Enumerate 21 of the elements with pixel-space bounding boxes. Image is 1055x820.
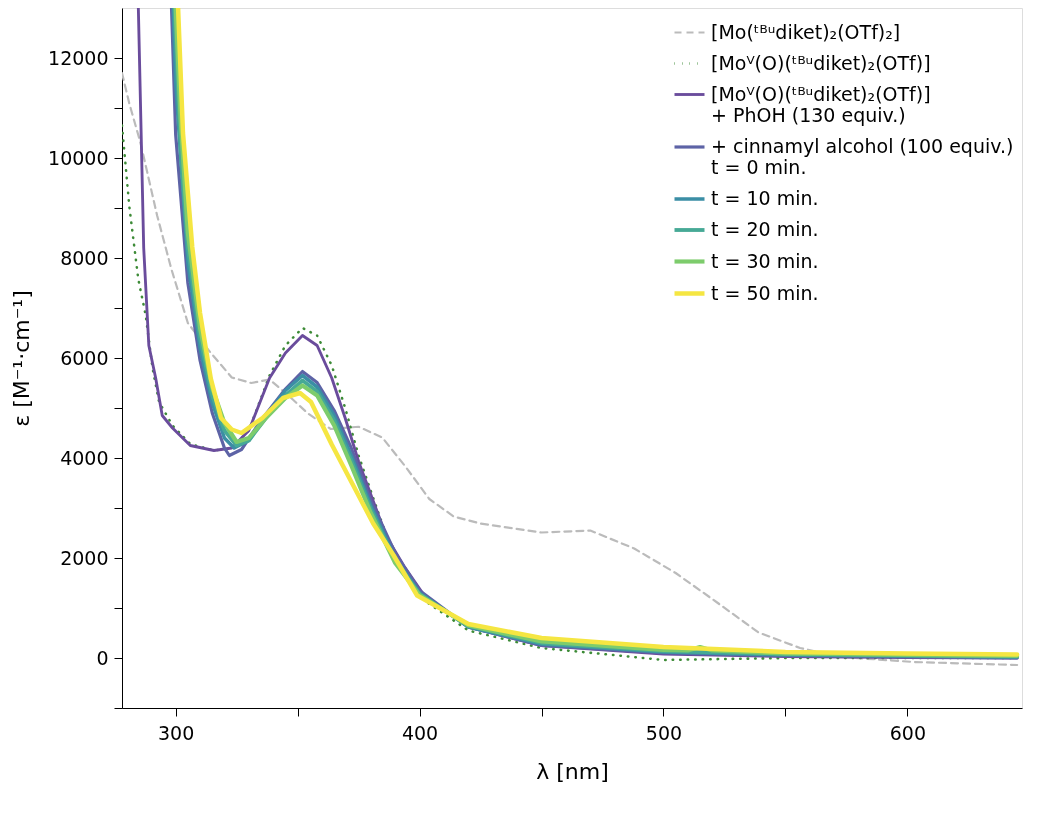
x-axis-title: λ [nm]: [536, 758, 609, 784]
y-tick-label: 12000: [48, 46, 109, 69]
legend-label: [Mo(ᵗᴮᵘdiket)₂(OTf)₂]: [711, 20, 901, 43]
y-axis-title: ε [M⁻¹·cm⁻¹]: [9, 290, 35, 427]
y-tick-label: 2000: [60, 546, 109, 569]
x-tick-label: 400: [401, 721, 439, 744]
legend-label: t = 30 min.: [711, 249, 819, 272]
y-tick-label: 4000: [60, 446, 109, 469]
legend-label: t = 50 min.: [711, 281, 819, 304]
x-tick-label: 500: [645, 721, 683, 744]
x-tick-label: 300: [158, 721, 195, 744]
legend-label: t = 10 min.: [711, 187, 819, 209]
legend-label: t = 20 min.: [711, 218, 819, 240]
y-tick-label: 10000: [48, 146, 109, 169]
legend-label: + cinnamyl alcohol (100 equiv.) t = 0 min.: [711, 135, 1014, 178]
x-tick-label: 600: [889, 721, 926, 744]
y-tick-label: 6000: [60, 346, 109, 369]
legend-label: [Moⱽ(O)(ᵗᴮᵘdiket)₂(OTf)]: [711, 51, 931, 74]
legend-label: [Moⱽ(O)(ᵗᴮᵘdiket)₂(OTf)] + PhOH (130 equiv.): [711, 82, 931, 126]
y-tick-label: 0: [96, 646, 109, 669]
y-tick-label: 8000: [60, 246, 109, 269]
